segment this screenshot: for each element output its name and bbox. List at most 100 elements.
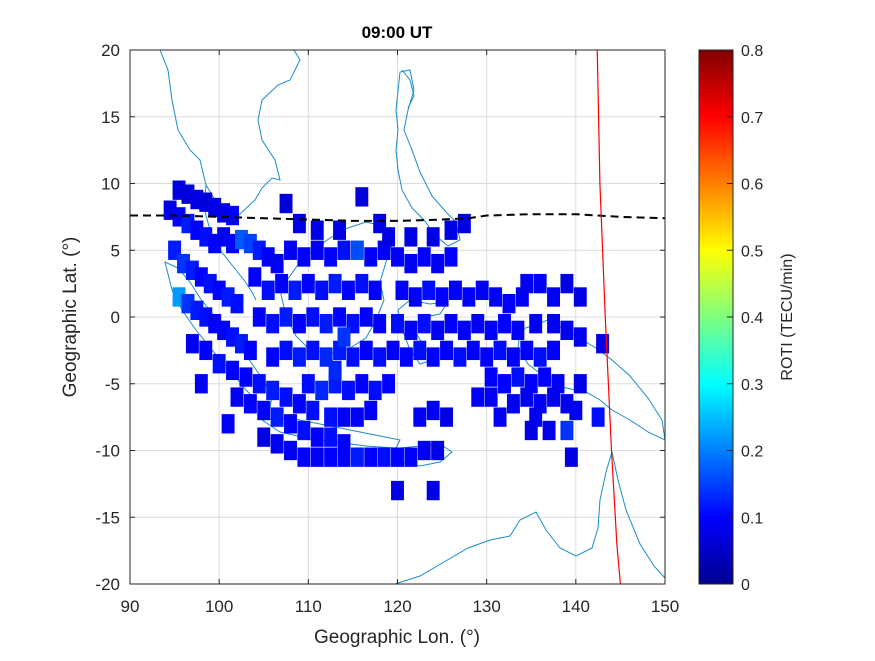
roti-cell [248, 267, 262, 287]
roti-cell [221, 414, 235, 434]
overlay-lines [130, 50, 665, 584]
roti-cell [506, 347, 520, 367]
roti-cell [426, 227, 440, 247]
roti-cell [444, 220, 458, 240]
x-tick-label: 110 [295, 597, 322, 616]
roti-cell [337, 407, 351, 427]
roti-cell [306, 340, 320, 361]
y-tick-label: 15 [101, 108, 120, 127]
roti-cell [511, 320, 525, 341]
colorbar-label: ROTI (TECU/min) [779, 253, 796, 380]
roti-cell [252, 307, 266, 327]
roti-cell [484, 320, 498, 341]
roti-cell [466, 340, 480, 361]
roti-cell [359, 340, 373, 361]
roti-cell [230, 293, 244, 314]
roti-cell [306, 400, 320, 421]
y-tick-label: -15 [95, 508, 120, 527]
roti-cell [270, 407, 284, 427]
colorbar-tick-label: 0.3 [741, 377, 763, 394]
roti-cell [284, 414, 297, 434]
roti-cell [489, 287, 503, 307]
roti-cell [364, 447, 378, 467]
roti-cell [341, 280, 355, 300]
roti-cell [391, 247, 404, 267]
roti-cell [440, 407, 454, 427]
x-tick-label: 100 [205, 597, 233, 616]
roti-cell [413, 340, 427, 361]
roti-cell [306, 307, 320, 327]
roti-cell [324, 427, 338, 447]
roti-cell [382, 374, 396, 394]
roti-cell [297, 247, 311, 267]
colorbar-tick-label: 0.5 [741, 243, 763, 260]
roti-cell [266, 380, 280, 401]
roti-cell [560, 320, 574, 341]
roti-cell [426, 400, 440, 421]
roti-cell [591, 407, 605, 427]
roti-cell [391, 313, 404, 334]
roti-cell [230, 387, 244, 407]
y-tick-label: 0 [111, 308, 120, 327]
roti-cell [382, 227, 396, 247]
roti-cell [386, 340, 400, 361]
roti-cell [417, 313, 431, 334]
roti-cell [185, 334, 199, 354]
roti-cell [484, 387, 498, 407]
roti-cell [404, 253, 418, 274]
roti-cell [355, 273, 369, 294]
y-axis-ticks: 20 15 10 5 0 -5 -10 -15 -20 [95, 41, 665, 594]
roti-cell [257, 427, 271, 447]
red-meridian-line [596, 50, 622, 584]
roti-cell [279, 387, 293, 407]
roti-cell [533, 347, 547, 367]
roti-cell [493, 340, 507, 361]
roti-cell [292, 394, 306, 414]
chart-title: 09:00 UT [362, 23, 433, 42]
x-tick-label: 140 [562, 597, 590, 616]
roti-cell [547, 313, 561, 334]
roti-cell [359, 307, 373, 327]
roti-cell [413, 407, 427, 427]
roti-cell [417, 247, 431, 267]
roti-cell [279, 307, 293, 327]
roti-cell [408, 287, 422, 307]
roti-cell [292, 313, 306, 334]
x-tick-label: 130 [472, 597, 500, 616]
roti-cell [368, 280, 382, 300]
roti-cell [422, 280, 436, 300]
roti-cell [355, 187, 369, 207]
roti-cell [524, 420, 538, 441]
roti-cell [310, 220, 324, 240]
roti-cell [243, 340, 257, 361]
roti-cell [426, 347, 440, 367]
roti-cell [364, 247, 378, 267]
roti-cell [573, 287, 587, 307]
roti-cell [573, 374, 587, 394]
roti-cell [337, 447, 351, 467]
roti-cell [426, 480, 440, 501]
roti-cell [538, 367, 552, 387]
roti-cell [292, 213, 306, 234]
y-axis-label: Geographic Lat. (°) [60, 237, 81, 398]
roti-cell [502, 293, 516, 314]
roti-cell [391, 480, 404, 501]
roti-cell [547, 287, 561, 307]
colorbar-tick-label: 0 [741, 577, 750, 594]
roti-cell [435, 287, 449, 307]
roti-cell [453, 347, 467, 367]
y-tick-label: -20 [95, 575, 120, 594]
roti-cell [431, 320, 445, 341]
roti-cell [301, 374, 315, 394]
roti-cell [564, 447, 578, 467]
roti-cell [270, 434, 284, 454]
y-tick-label: 10 [101, 175, 120, 194]
roti-cell [399, 347, 413, 367]
roti-cell [355, 374, 369, 394]
roti-cell [395, 280, 409, 300]
roti-cell [431, 253, 445, 274]
roti-cell [310, 447, 324, 467]
roti-cell [498, 313, 511, 334]
roti-cell [324, 447, 338, 467]
y-tick-label: 5 [111, 241, 120, 260]
